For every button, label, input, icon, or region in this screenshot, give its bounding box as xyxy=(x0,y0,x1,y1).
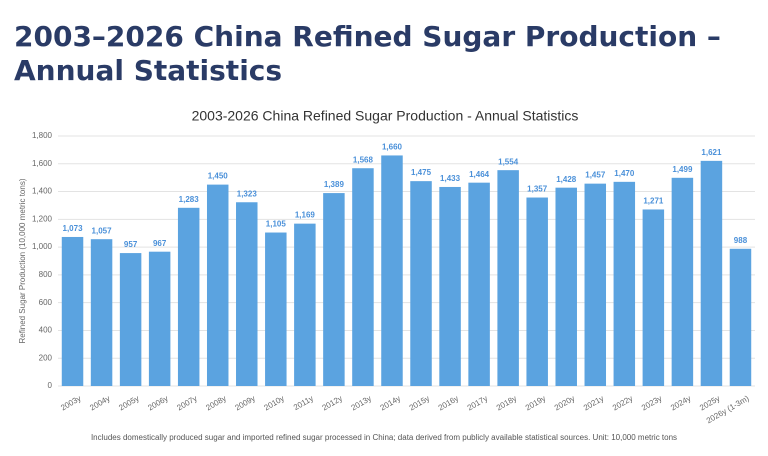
bar xyxy=(584,183,607,386)
value-label: 1,475 xyxy=(411,168,432,177)
bar xyxy=(206,184,229,386)
x-tick-label: 2007y xyxy=(175,394,198,413)
bar xyxy=(410,181,432,386)
value-label: 1,433 xyxy=(440,174,461,183)
y-tick-label: 1,400 xyxy=(32,187,53,196)
value-label: 957 xyxy=(124,240,138,249)
value-label: 1,389 xyxy=(324,180,345,189)
x-tick-label: 2012y xyxy=(321,394,344,413)
bar xyxy=(119,253,142,386)
x-tick-label: 2013y xyxy=(350,394,373,413)
x-tick-label: 2024y xyxy=(669,394,692,413)
value-label: 967 xyxy=(153,239,167,248)
value-label: 1,428 xyxy=(556,175,577,184)
bar xyxy=(61,236,84,386)
value-label: 1,271 xyxy=(643,197,664,206)
x-tick-label: 2006y xyxy=(146,394,169,413)
value-label: 1,660 xyxy=(382,143,403,152)
value-label: 1,323 xyxy=(237,189,258,198)
y-tick-label: 600 xyxy=(39,298,53,307)
y-tick-label: 200 xyxy=(39,353,53,362)
bar xyxy=(352,168,374,386)
value-label: 1,105 xyxy=(266,220,287,229)
value-label: 1,568 xyxy=(353,155,374,164)
bar xyxy=(671,177,694,386)
y-tick-label: 1,000 xyxy=(32,242,53,251)
bar xyxy=(642,209,665,386)
x-tick-label: 2016y xyxy=(437,394,460,413)
x-tick-label: 2022y xyxy=(611,394,634,413)
x-tick-label: 2009y xyxy=(233,394,256,413)
bar xyxy=(729,248,752,386)
bar xyxy=(265,232,287,386)
x-tick-label: 2003y xyxy=(59,394,82,413)
value-label: 1,470 xyxy=(614,169,635,178)
x-tick-label: 2020y xyxy=(553,394,576,413)
x-tick-label: 2021y xyxy=(582,394,605,413)
value-label: 1,450 xyxy=(208,172,229,181)
bar xyxy=(439,186,461,386)
y-axis-label: Refined Sugar Production (10,000 metric … xyxy=(18,178,27,343)
page-title: 2003–2026 China Refined Sugar Production… xyxy=(14,20,721,87)
value-label: 1,057 xyxy=(92,226,113,235)
value-label: 1,499 xyxy=(672,165,693,174)
bar xyxy=(294,223,316,386)
bar xyxy=(555,187,577,386)
bar xyxy=(497,170,519,386)
bar xyxy=(90,239,113,386)
y-tick-label: 1,600 xyxy=(32,159,53,168)
y-tick-label: 0 xyxy=(48,381,53,390)
y-tick-label: 1,800 xyxy=(32,131,53,140)
value-label: 1,464 xyxy=(469,170,490,179)
value-label: 1,283 xyxy=(179,195,200,204)
value-label: 1,554 xyxy=(498,157,519,166)
x-tick-label: 2018y xyxy=(495,394,518,413)
bar xyxy=(613,181,636,386)
bar xyxy=(236,202,258,386)
x-tick-label: 2005y xyxy=(117,394,140,413)
bar xyxy=(700,160,723,386)
x-tick-label: 2010y xyxy=(262,394,285,413)
x-tick-label: 2011y xyxy=(292,394,315,412)
bar xyxy=(177,207,200,386)
footnote: Includes domestically produced sugar and… xyxy=(91,433,677,442)
value-label: 1,357 xyxy=(527,185,548,194)
bar xyxy=(323,193,345,386)
bar xyxy=(381,155,403,386)
bar xyxy=(148,251,171,386)
value-label: 1,073 xyxy=(63,224,84,233)
x-tick-label: 2015y xyxy=(408,394,431,413)
y-tick-label: 1,200 xyxy=(32,214,53,223)
value-label: 988 xyxy=(734,236,748,245)
x-tick-label: 2019y xyxy=(524,394,547,413)
value-label: 1,457 xyxy=(585,171,606,180)
x-tick-label: 2017y xyxy=(466,394,489,413)
x-tick-label: 2008y xyxy=(204,394,227,413)
x-tick-label: 2004y xyxy=(88,394,111,413)
y-tick-label: 800 xyxy=(39,270,53,279)
chart-title: 2003-2026 China Refined Sugar Production… xyxy=(192,108,579,124)
y-tick-label: 400 xyxy=(39,326,53,335)
bar xyxy=(468,182,490,386)
value-label: 1,169 xyxy=(295,211,316,220)
x-tick-label: 2023y xyxy=(640,394,663,413)
value-label: 1,621 xyxy=(701,148,722,157)
bar xyxy=(526,197,548,386)
x-tick-label: 2014y xyxy=(379,394,402,413)
